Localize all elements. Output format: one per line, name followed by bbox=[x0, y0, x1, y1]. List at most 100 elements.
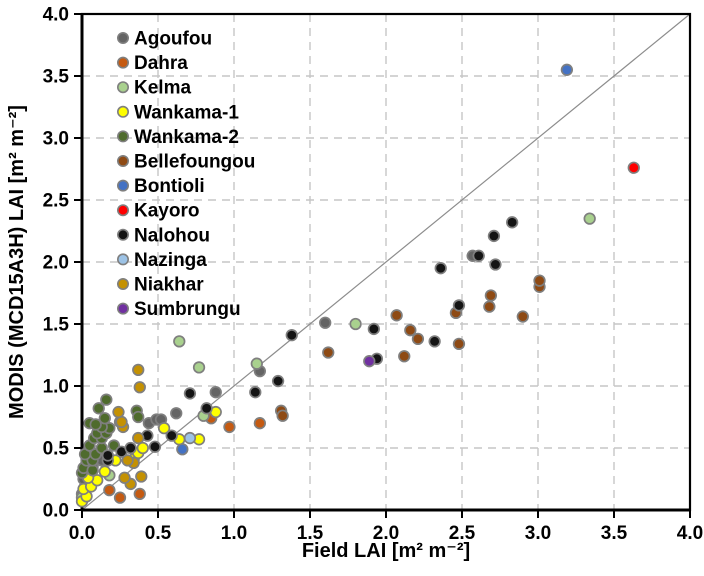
legend-label: Bontioli bbox=[134, 176, 205, 197]
data-points bbox=[75, 63, 640, 508]
data-point-dahra bbox=[103, 484, 116, 497]
data-point-dahra bbox=[133, 487, 146, 501]
legend-item-dahra: Dahra bbox=[117, 53, 188, 74]
axis-ticks bbox=[74, 13, 691, 518]
data-point-agoufou bbox=[170, 407, 183, 420]
data-point-wankama-1 bbox=[157, 422, 171, 435]
data-point-agoufou bbox=[209, 386, 222, 399]
data-point-wankama-2 bbox=[132, 410, 145, 424]
legend-label: Kelma bbox=[134, 78, 191, 99]
data-point-bontioli bbox=[176, 443, 189, 456]
data-point-nalohou bbox=[428, 335, 441, 348]
legend-label: Wankama-2 bbox=[134, 127, 239, 148]
legend-marker-nalohou bbox=[117, 228, 130, 241]
data-point-sumbrungu bbox=[363, 355, 376, 368]
data-point-bellefoungou bbox=[484, 289, 498, 302]
data-point-bellefoungou bbox=[404, 324, 417, 337]
data-point-bellefoungou bbox=[390, 309, 403, 322]
data-point-kelma bbox=[250, 357, 263, 370]
data-point-bellefoungou bbox=[398, 350, 411, 363]
legend-marker-agoufou bbox=[117, 31, 130, 44]
axis-tick-labels: 0.0 0.5 1.0 1.5 2.0 2.5 3.0 3.5 4.0 0.0 0.5 1.0 1.5 2… bbox=[43, 5, 704, 545]
data-point-niakhar bbox=[132, 431, 145, 445]
legend-item-kelma: Kelma bbox=[117, 78, 191, 99]
data-point-nalohou bbox=[434, 262, 447, 275]
data-point-dahra bbox=[113, 491, 127, 504]
data-point-niakhar bbox=[135, 470, 148, 483]
legend-item-wankama-1: Wankama-1 bbox=[117, 102, 239, 123]
one-to-one-line bbox=[81, 13, 691, 511]
data-point-nalohou bbox=[472, 249, 485, 262]
x-axis-title: Field LAI [m² m⁻²] bbox=[302, 540, 470, 562]
data-point-kayoro bbox=[627, 161, 640, 174]
data-point-wankama-1 bbox=[136, 441, 149, 455]
data-point-wankama-1 bbox=[98, 465, 111, 478]
data-point-niakhar bbox=[133, 381, 146, 394]
legend-item-nalohou: Nalohou bbox=[117, 225, 210, 246]
legend-item-sumbrungu: Sumbrungu bbox=[117, 299, 241, 320]
data-point-nalohou bbox=[165, 429, 178, 442]
data-point-bellefoungou bbox=[322, 346, 335, 359]
data-point-niakhar bbox=[132, 363, 145, 377]
legend-marker-bontioli bbox=[117, 179, 130, 192]
legend-label: Agoufou bbox=[134, 29, 212, 50]
data-point-bellefoungou bbox=[533, 274, 546, 287]
data-point-bellefoungou bbox=[411, 332, 425, 346]
x-tick-label: 3.0 bbox=[525, 523, 551, 544]
legend-item-kayoro: Kayoro bbox=[117, 201, 199, 222]
data-point-kelma bbox=[583, 212, 596, 225]
legend-item-nazinga: Nazinga bbox=[117, 250, 207, 271]
legend-label: Wankama-1 bbox=[134, 102, 239, 123]
x-tick-label: 3.5 bbox=[601, 523, 628, 544]
data-point-bellefoungou bbox=[452, 337, 466, 350]
legend-label: Bellefoungou bbox=[134, 152, 255, 173]
legend-label: Nalohou bbox=[134, 225, 210, 246]
data-point-dahra bbox=[223, 420, 236, 434]
y-tick-label: 0.0 bbox=[43, 501, 69, 522]
x-tick-label: 1.5 bbox=[297, 523, 324, 544]
legend-marker-niakhar bbox=[117, 277, 130, 290]
y-tick-label: 3.5 bbox=[43, 67, 70, 88]
x-tick-label: 4.0 bbox=[677, 523, 703, 544]
y-axis-title: MODIS (MCD15A3H) LAI [m² m⁻²] bbox=[6, 105, 28, 419]
data-point-wankama-2 bbox=[86, 464, 99, 477]
data-point-wankama-2 bbox=[89, 418, 102, 431]
legend-marker-kelma bbox=[117, 81, 130, 94]
data-point-wankama-2 bbox=[98, 412, 111, 425]
data-point-nalohou bbox=[183, 387, 197, 400]
data-point-kelma bbox=[192, 361, 206, 374]
data-point-nalohou bbox=[489, 258, 502, 271]
x-tick-label: 0.0 bbox=[69, 523, 95, 544]
data-point-nalohou bbox=[487, 229, 501, 243]
data-point-nalohou bbox=[285, 329, 298, 342]
data-point-nalohou bbox=[101, 449, 114, 462]
x-tick-label: 2.5 bbox=[449, 523, 476, 544]
legend-marker-bellefoungou bbox=[117, 155, 130, 168]
legend-label: Niakhar bbox=[134, 275, 204, 296]
data-point-nalohou bbox=[506, 216, 519, 229]
data-point-nalohou bbox=[452, 299, 466, 312]
legend-marker-kayoro bbox=[117, 204, 130, 217]
legend-marker-dahra bbox=[117, 56, 130, 69]
data-point-wankama-2 bbox=[100, 393, 113, 406]
data-point-nalohou bbox=[148, 440, 162, 453]
data-point-niakhar bbox=[115, 415, 128, 429]
data-point-nalohou bbox=[200, 402, 213, 415]
data-point-bontioli bbox=[560, 63, 574, 76]
gridlines bbox=[82, 14, 690, 510]
identity-line bbox=[81, 13, 691, 511]
data-point-nalohou bbox=[271, 374, 285, 388]
x-tick-label: 2.0 bbox=[373, 523, 399, 544]
data-point-dahra bbox=[253, 417, 266, 430]
data-point-nalohou bbox=[124, 441, 137, 455]
data-point-agoufou bbox=[319, 316, 332, 329]
data-point-niakhar bbox=[118, 471, 131, 484]
y-tick-label: 4.0 bbox=[43, 5, 69, 26]
data-point-bellefoungou bbox=[516, 310, 529, 323]
data-point-bellefoungou bbox=[483, 300, 496, 313]
y-tick-label: 1.5 bbox=[43, 315, 70, 336]
legend-item-wankama-2: Wankama-2 bbox=[117, 127, 239, 148]
legend-item-niakhar: Niakhar bbox=[117, 275, 204, 296]
legend-marker-sumbrungu bbox=[117, 302, 130, 315]
